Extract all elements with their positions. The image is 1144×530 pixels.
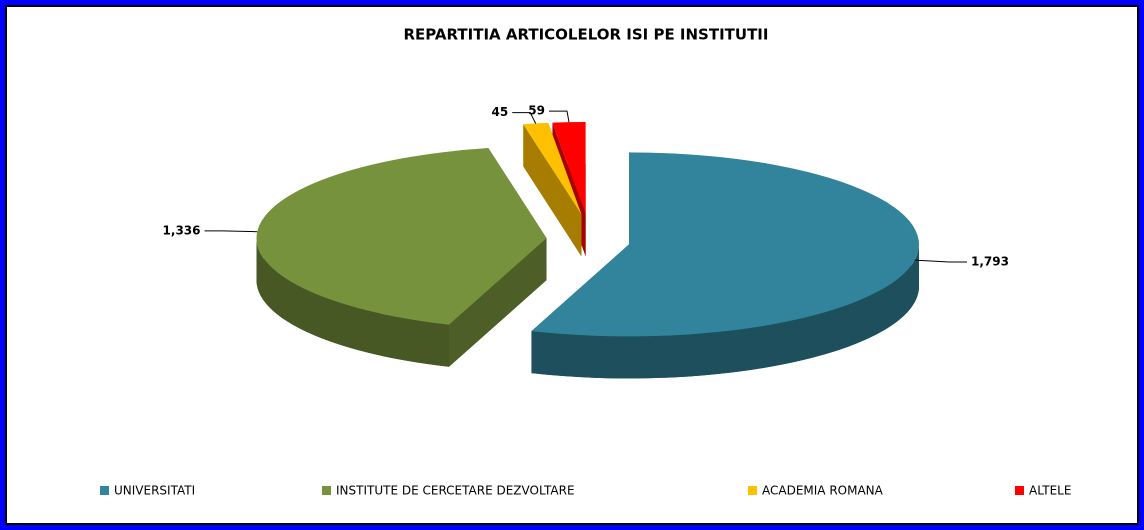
legend-label: INSTITUTE DE CERCETARE DEZVOLTARE (336, 484, 575, 498)
legend-swatch (322, 486, 331, 495)
legend-swatch (100, 486, 109, 495)
slice-side (256, 238, 449, 367)
slice-top (552, 122, 586, 215)
slice (523, 122, 582, 257)
legend-swatch (1015, 486, 1024, 495)
slice-wall (448, 238, 547, 367)
legend-label: UNIVERSITATI (114, 484, 195, 498)
slice-top (531, 152, 919, 337)
data-label: 1,793 (971, 255, 1009, 269)
leader-line (549, 110, 570, 123)
chart-title: REPARTITIA ARTICOLELOR ISI PE INSTITUTII (404, 26, 769, 44)
slice-top (256, 148, 547, 325)
data-label: 1,336 (163, 223, 201, 237)
legend-label: ALTELE (1029, 484, 1071, 498)
leader-line (512, 112, 537, 124)
slice (256, 148, 547, 367)
leader-line (914, 259, 968, 263)
leader-line (204, 230, 258, 233)
slice-top (523, 122, 582, 215)
chart-area (5, 5, 1139, 525)
legend-label: ACADEMIA ROMANA (762, 484, 884, 498)
data-label: 59 (528, 104, 545, 118)
slice (531, 152, 919, 379)
slice-wall (523, 124, 582, 257)
pie (256, 122, 919, 379)
legend-swatch (748, 486, 757, 495)
slice-side (531, 244, 919, 379)
data-label: 45 (492, 105, 509, 119)
